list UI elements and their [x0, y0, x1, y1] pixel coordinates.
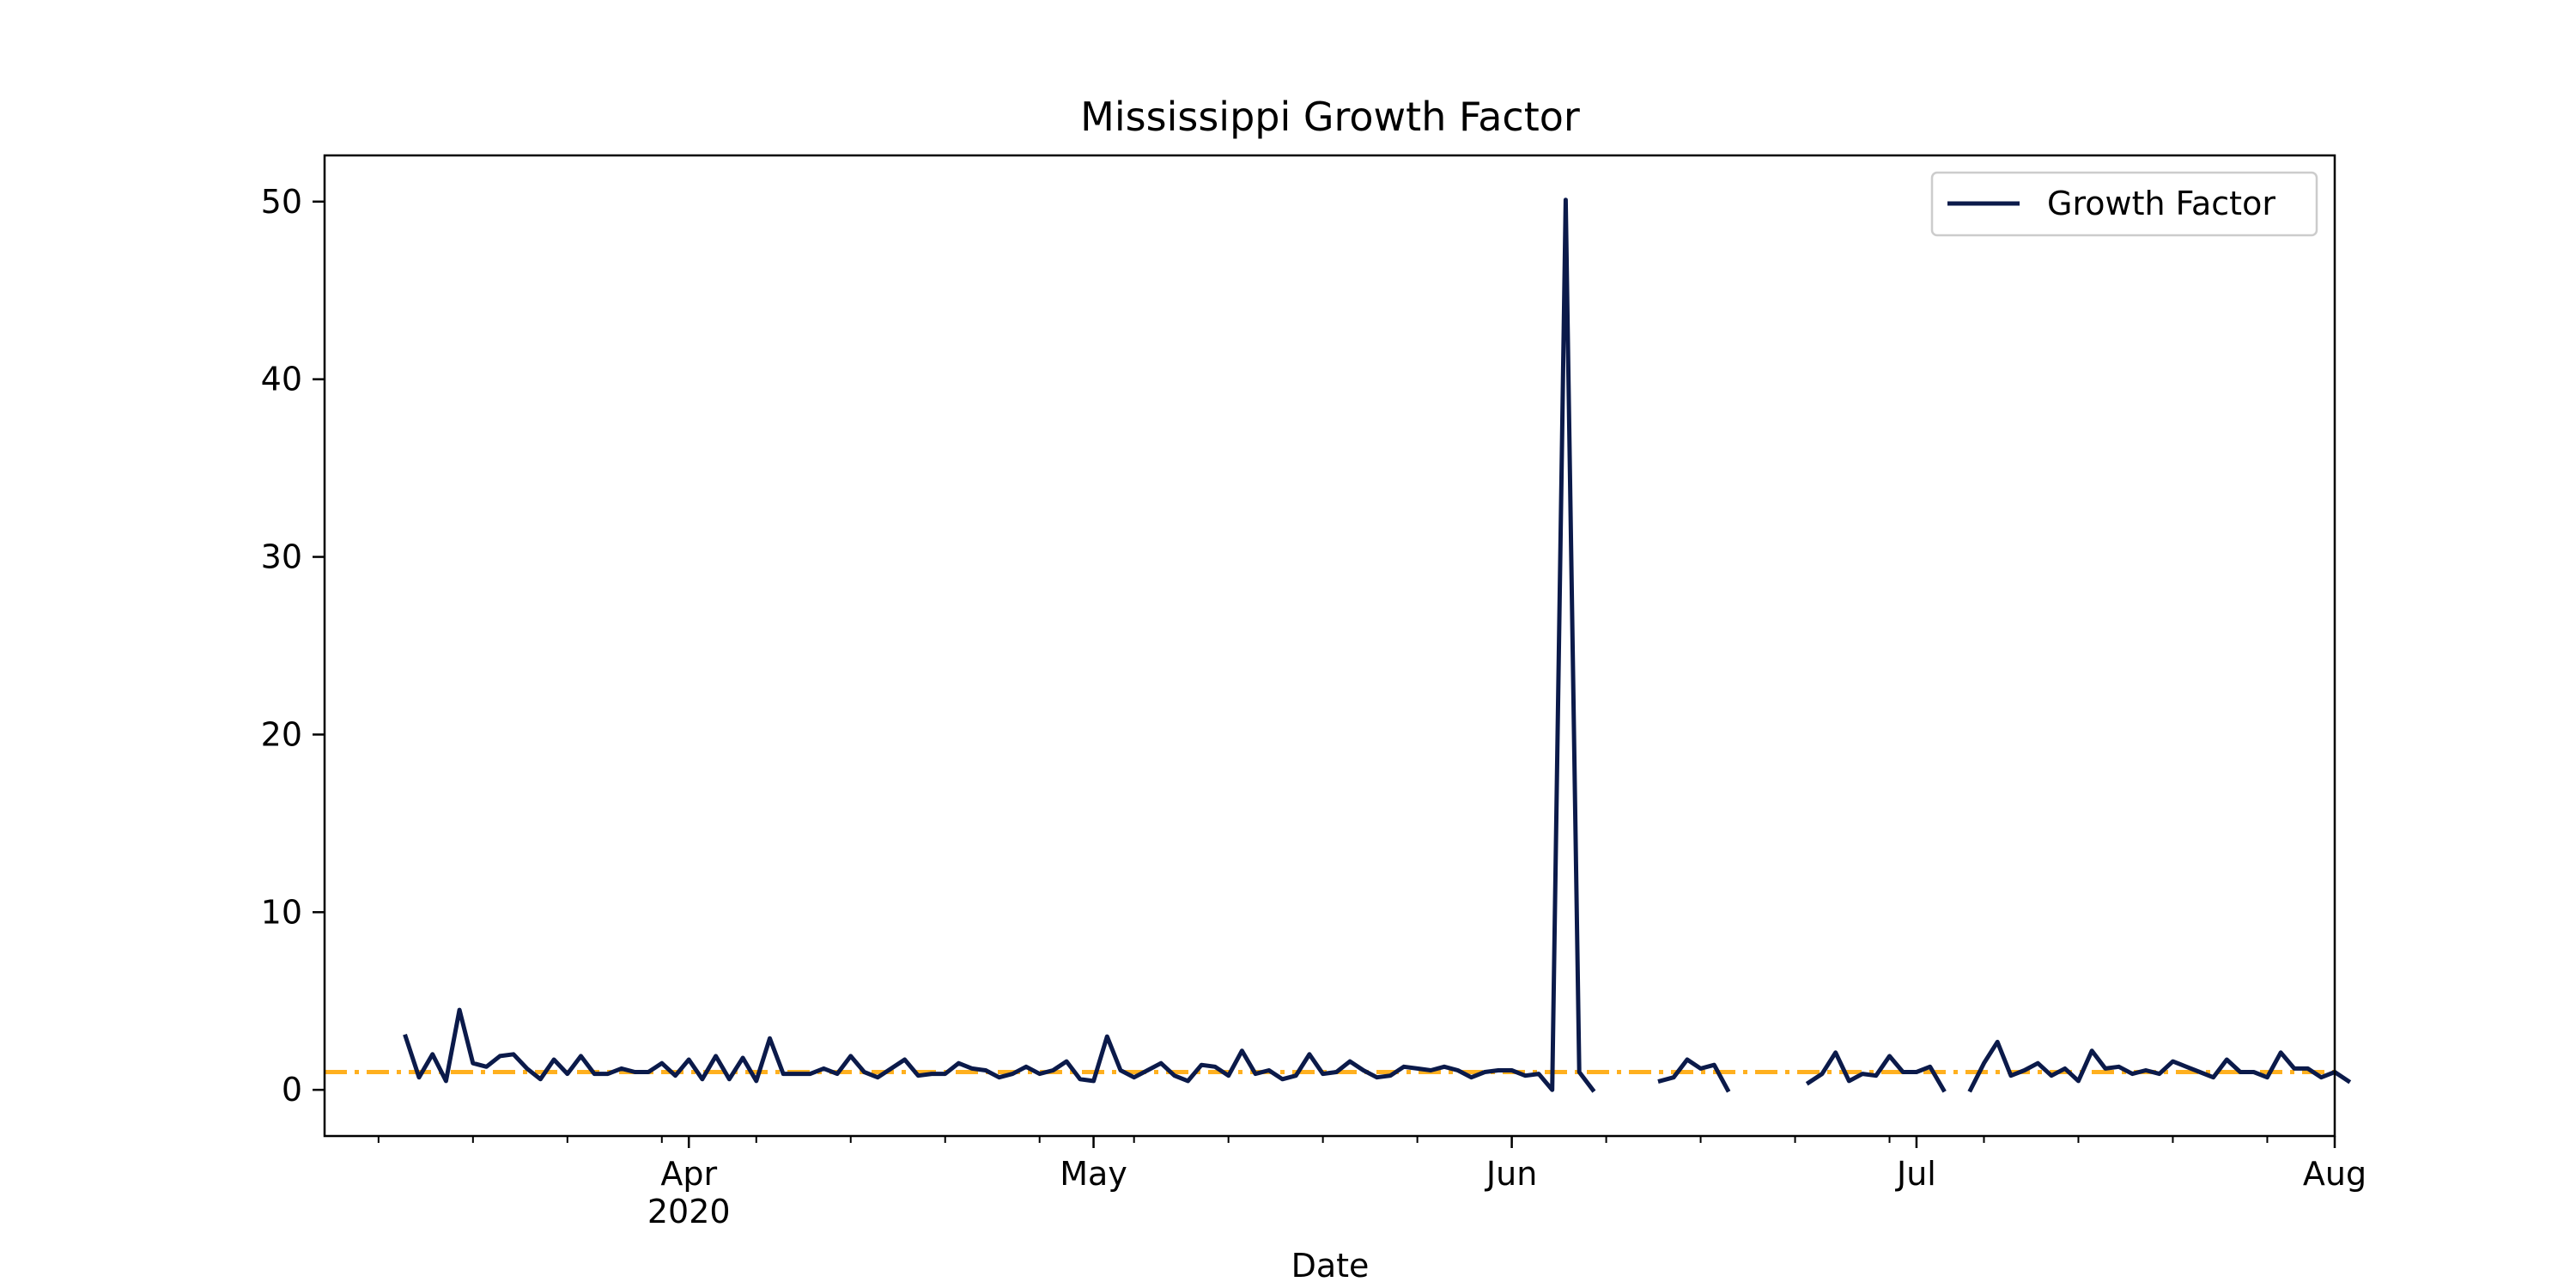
series-line-segment — [1967, 1039, 2352, 1093]
y-tick-label: 50 — [261, 183, 302, 221]
legend-series-label: Growth Factor — [2047, 185, 2275, 222]
y-tick-label: 30 — [261, 538, 302, 576]
series-line-segment — [1805, 1050, 1947, 1093]
series-line-group — [403, 197, 2352, 1093]
chart-title: Mississippi Growth Factor — [1080, 94, 1580, 140]
x-tick-sublabel: 2020 — [647, 1193, 731, 1230]
y-tick-label: 40 — [261, 361, 302, 398]
y-tick-label: 0 — [282, 1071, 302, 1109]
x-tick-label: Aug — [2303, 1155, 2366, 1193]
series-line-segment — [403, 197, 1596, 1093]
x-tick-label: Apr — [660, 1155, 717, 1193]
x-tick-label: Jul — [1895, 1155, 1936, 1193]
y-axis: 0 10 20 30 40 50 — [261, 183, 325, 1109]
legend-box — [1930, 171, 2318, 237]
plot-frame — [323, 154, 2336, 1138]
series-line-segment — [1657, 1057, 1731, 1093]
y-tick-label: 20 — [261, 715, 302, 753]
y-tick-label: 10 — [261, 893, 302, 931]
x-tick-label: May — [1060, 1155, 1127, 1193]
x-axis-label: Date — [1291, 1247, 1370, 1285]
legend: Growth Factor — [1930, 171, 2318, 237]
x-tick-label: Jun — [1485, 1155, 1537, 1193]
